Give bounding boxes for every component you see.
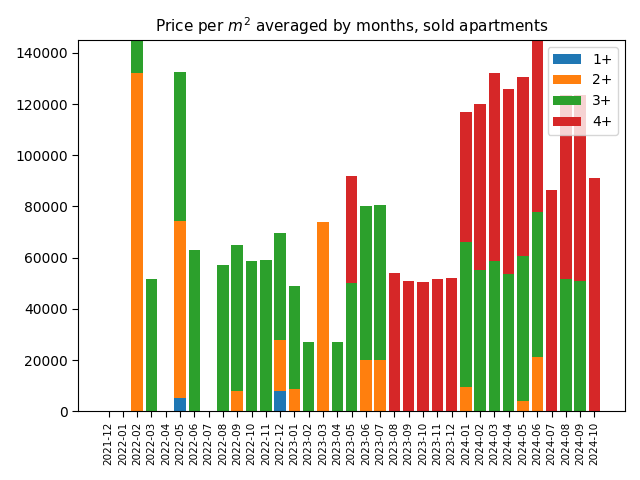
- Bar: [517, 256, 529, 401]
- Bar: [474, 270, 486, 411]
- Bar: [360, 360, 372, 411]
- Bar: [232, 245, 243, 391]
- Bar: [532, 212, 543, 358]
- Bar: [489, 262, 500, 411]
- Title: Price per $m^2$ averaged by months, sold apartments: Price per $m^2$ averaged by months, sold…: [155, 15, 548, 36]
- Bar: [303, 342, 314, 411]
- Bar: [403, 281, 414, 411]
- Bar: [460, 387, 472, 411]
- Bar: [246, 262, 257, 411]
- Bar: [317, 222, 329, 411]
- Bar: [474, 104, 486, 270]
- Bar: [517, 401, 529, 411]
- Bar: [260, 260, 271, 411]
- Bar: [131, 0, 143, 73]
- Bar: [360, 206, 372, 360]
- Bar: [532, 24, 543, 212]
- Bar: [174, 220, 186, 398]
- Bar: [503, 89, 515, 274]
- Bar: [374, 360, 386, 411]
- Bar: [289, 389, 300, 411]
- Bar: [346, 176, 357, 283]
- Bar: [232, 391, 243, 411]
- Bar: [560, 279, 572, 411]
- Bar: [517, 77, 529, 256]
- Bar: [575, 95, 586, 281]
- Bar: [374, 205, 386, 360]
- Bar: [217, 265, 228, 411]
- Bar: [332, 342, 343, 411]
- Legend: 1+, 2+, 3+, 4+: 1+, 2+, 3+, 4+: [548, 47, 618, 135]
- Bar: [503, 274, 515, 411]
- Bar: [575, 281, 586, 411]
- Bar: [289, 286, 300, 389]
- Bar: [174, 72, 186, 220]
- Bar: [460, 242, 472, 387]
- Bar: [532, 358, 543, 411]
- Bar: [275, 339, 286, 391]
- Bar: [489, 73, 500, 262]
- Bar: [275, 233, 286, 339]
- Bar: [174, 398, 186, 411]
- Bar: [589, 178, 600, 411]
- Bar: [275, 391, 286, 411]
- Bar: [388, 273, 400, 411]
- Bar: [131, 73, 143, 411]
- Bar: [417, 282, 429, 411]
- Bar: [560, 95, 572, 279]
- Bar: [346, 283, 357, 411]
- Bar: [189, 250, 200, 411]
- Bar: [446, 278, 457, 411]
- Bar: [546, 190, 557, 411]
- Bar: [146, 279, 157, 411]
- Bar: [431, 279, 443, 411]
- Bar: [460, 112, 472, 242]
